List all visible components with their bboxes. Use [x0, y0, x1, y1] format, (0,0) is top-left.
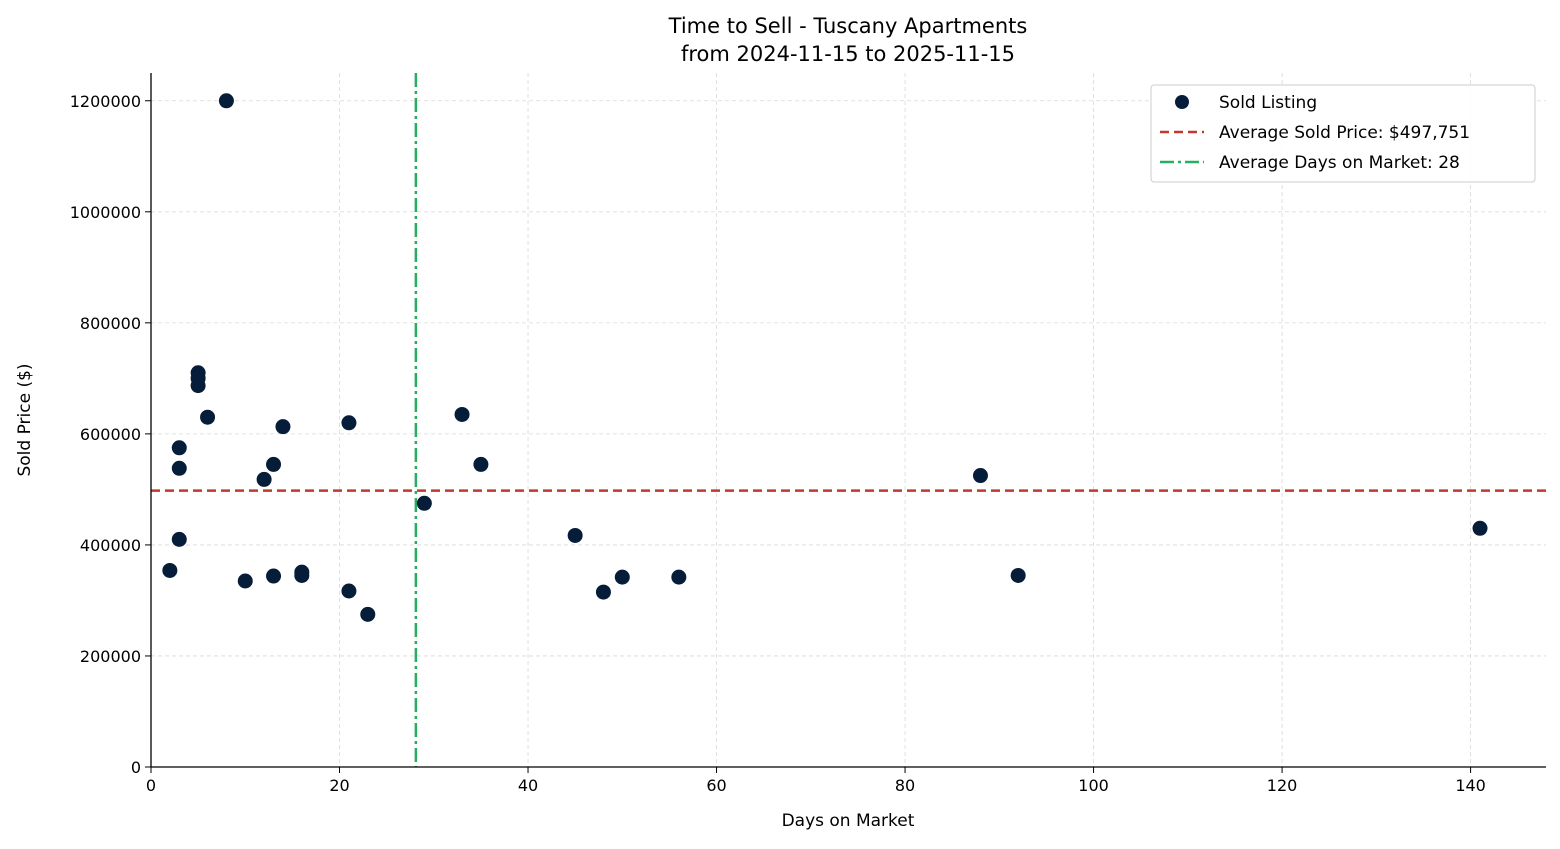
- y-tick-label: 400000: [80, 536, 141, 555]
- chart-title: Time to Sell - Tuscany Apartments: [668, 14, 1028, 38]
- data-point: [171, 460, 187, 476]
- x-tick-label: 60: [706, 776, 726, 795]
- chart-subtitle: from 2024-11-15 to 2025-11-15: [681, 42, 1015, 66]
- legend: Sold Listing Average Sold Price: $497,75…: [1150, 84, 1536, 183]
- y-tick-label: 0: [131, 758, 141, 777]
- legend-marker-sold: [1175, 95, 1189, 109]
- data-point: [1472, 520, 1488, 536]
- data-point: [275, 419, 291, 435]
- x-tick-label: 0: [146, 776, 156, 795]
- x-tick-label: 140: [1455, 776, 1486, 795]
- y-axis-label: Sold Price ($): [15, 363, 35, 476]
- x-tick-label: 120: [1267, 776, 1298, 795]
- data-point: [972, 468, 988, 484]
- legend-label-sold: Sold Listing: [1219, 93, 1317, 113]
- data-point: [162, 562, 178, 578]
- y-tick-label: 1000000: [70, 203, 141, 222]
- data-point: [341, 415, 357, 431]
- y-tick-label: 800000: [80, 314, 141, 333]
- data-point: [294, 567, 310, 583]
- data-points: [162, 93, 1488, 622]
- x-tick-label: 100: [1078, 776, 1109, 795]
- data-point: [218, 93, 234, 109]
- data-point: [200, 409, 216, 425]
- data-point: [266, 568, 282, 584]
- legend-box: [1150, 84, 1536, 183]
- legend-label-avg-days: Average Days on Market: 28: [1219, 153, 1460, 173]
- ticks: 0 20 40 60 80 100 120 140 0 200000 400000 600000 800…: [70, 92, 1486, 795]
- data-point: [256, 471, 272, 487]
- data-point: [360, 606, 376, 622]
- data-point: [473, 456, 489, 472]
- data-point: [671, 569, 687, 585]
- x-tick-label: 40: [518, 776, 538, 795]
- data-point: [237, 573, 253, 589]
- data-point: [595, 584, 611, 600]
- reference-lines: [151, 73, 1546, 767]
- data-point: [171, 531, 187, 547]
- data-point: [266, 456, 282, 472]
- x-axis-label: Days on Market: [782, 811, 915, 831]
- y-tick-label: 200000: [80, 647, 141, 666]
- legend-label-avg-price: Average Sold Price: $497,751: [1219, 123, 1470, 143]
- data-point: [341, 583, 357, 599]
- y-tick-label: 1200000: [70, 92, 141, 111]
- x-tick-label: 20: [329, 776, 349, 795]
- data-point: [171, 440, 187, 456]
- data-point: [190, 378, 206, 394]
- data-point: [567, 527, 583, 543]
- data-point: [614, 569, 630, 585]
- data-point: [454, 406, 470, 422]
- x-tick-label: 80: [895, 776, 915, 795]
- data-point: [1010, 567, 1026, 583]
- data-point: [416, 495, 432, 511]
- y-tick-label: 600000: [80, 425, 141, 444]
